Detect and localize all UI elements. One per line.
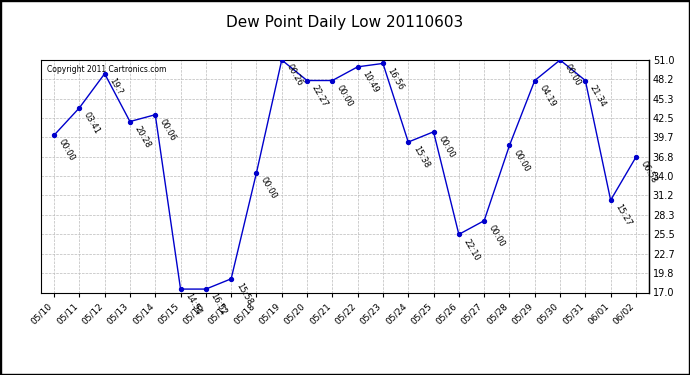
Text: 21:34: 21:34 bbox=[588, 83, 608, 108]
Text: 00:00: 00:00 bbox=[487, 224, 506, 249]
Point bbox=[200, 286, 211, 292]
Point bbox=[529, 78, 540, 84]
Text: 00:00: 00:00 bbox=[563, 63, 582, 88]
Point bbox=[74, 105, 85, 111]
Point bbox=[428, 129, 439, 135]
Text: 19:?: 19:? bbox=[108, 76, 124, 96]
Point bbox=[403, 139, 414, 145]
Point bbox=[555, 57, 566, 63]
Point bbox=[327, 78, 338, 84]
Text: Copyright 2011 Cartronics.com: Copyright 2011 Cartronics.com bbox=[48, 64, 167, 74]
Point bbox=[226, 276, 237, 282]
Text: Dew Point Daily Low 20110603: Dew Point Daily Low 20110603 bbox=[226, 15, 464, 30]
Point bbox=[631, 154, 642, 160]
Text: 10:49: 10:49 bbox=[360, 70, 380, 94]
Point bbox=[48, 132, 59, 138]
Text: 00:26: 00:26 bbox=[284, 63, 304, 88]
Text: 06:58: 06:58 bbox=[639, 160, 658, 185]
Point bbox=[251, 170, 262, 176]
Point bbox=[504, 142, 515, 148]
Point bbox=[377, 60, 388, 66]
Text: 00:00: 00:00 bbox=[259, 176, 279, 201]
Point bbox=[302, 78, 313, 84]
Text: 03:41: 03:41 bbox=[82, 111, 102, 136]
Point bbox=[453, 231, 464, 237]
Text: 22:27: 22:27 bbox=[310, 83, 330, 108]
Text: 22:10: 22:10 bbox=[462, 237, 482, 262]
Point bbox=[276, 57, 287, 63]
Text: 20:28: 20:28 bbox=[132, 124, 152, 150]
Text: 16:56: 16:56 bbox=[386, 66, 406, 92]
Text: 16:52: 16:52 bbox=[208, 292, 228, 317]
Text: 00:00: 00:00 bbox=[335, 83, 355, 108]
Text: 04:19: 04:19 bbox=[538, 83, 558, 108]
Point bbox=[605, 197, 616, 203]
Text: 15:27: 15:27 bbox=[613, 203, 633, 228]
Text: 00:00: 00:00 bbox=[57, 138, 77, 163]
Text: 14:54: 14:54 bbox=[184, 292, 203, 317]
Text: 00:06: 00:06 bbox=[158, 117, 178, 142]
Point bbox=[175, 286, 186, 292]
Text: 00:00: 00:00 bbox=[512, 148, 532, 173]
Point bbox=[99, 70, 110, 76]
Text: 00:00: 00:00 bbox=[436, 135, 456, 160]
Point bbox=[124, 118, 135, 124]
Text: 15:58: 15:58 bbox=[234, 282, 254, 307]
Point bbox=[352, 64, 363, 70]
Point bbox=[479, 218, 490, 224]
Point bbox=[580, 78, 591, 84]
Text: 15:38: 15:38 bbox=[411, 145, 431, 170]
Point bbox=[150, 112, 161, 118]
